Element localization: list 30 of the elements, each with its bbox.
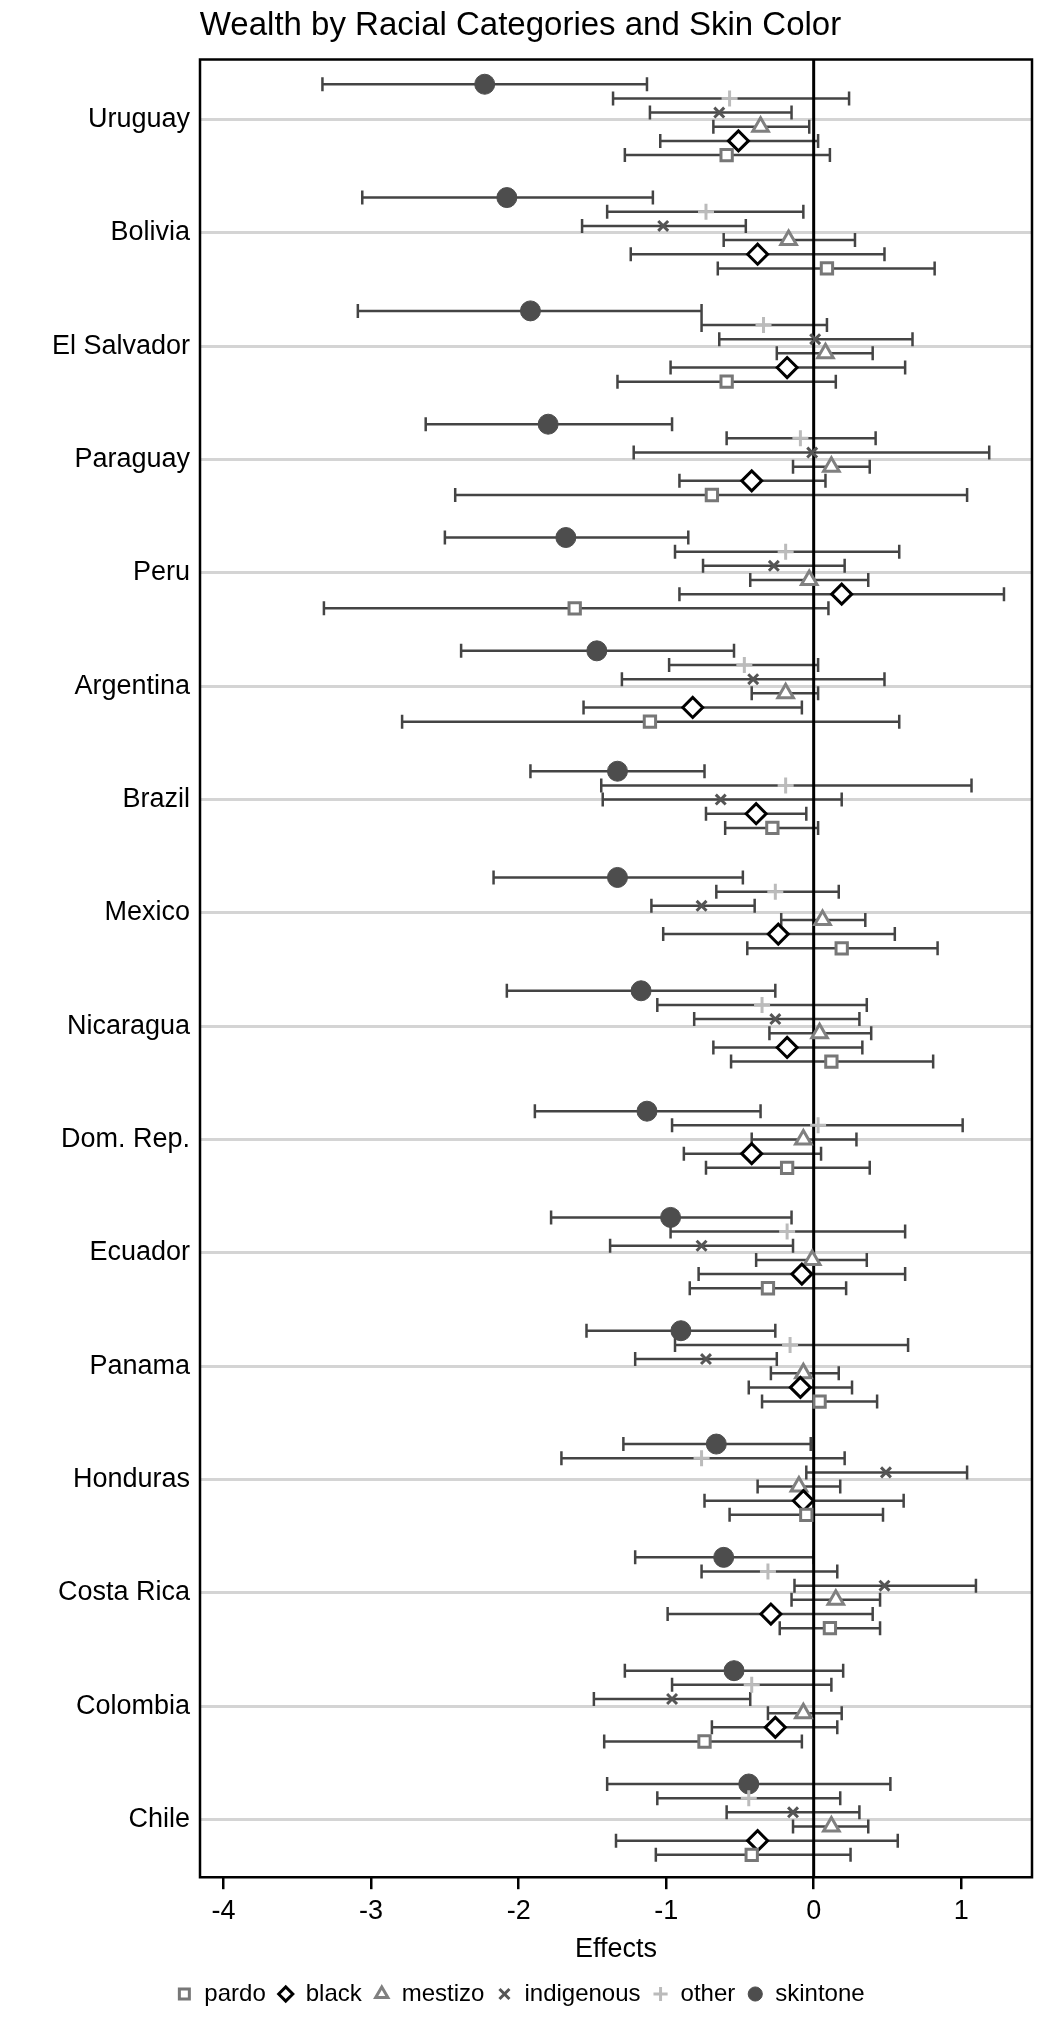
y-tick-label: Paraguay	[74, 443, 191, 474]
chart-title: Wealth by Racial Categories and Skin Color	[199, 4, 842, 42]
legend-label: black	[305, 1978, 363, 2006]
y-tick-label: Bolivia	[110, 216, 191, 247]
y-tick-label: Uruguay	[87, 103, 191, 134]
x-tick-label: -1	[654, 1894, 679, 1925]
y-tick-label: Costa Rica	[57, 1576, 191, 1607]
y-tick-label: Chile	[128, 1802, 190, 1833]
x-tick-label: 1	[953, 1894, 969, 1925]
legend-label: skintone	[775, 1978, 865, 2006]
x-axis-title: Effects	[574, 1933, 658, 1964]
y-tick-label: Nicaragua	[66, 1009, 191, 1040]
legend-label: indigenous	[524, 1978, 641, 2006]
y-tick-label: Mexico	[104, 896, 190, 927]
x-tick-label: 0	[806, 1894, 822, 1925]
x-tick-label: -2	[506, 1894, 531, 1925]
x-tick-label: -4	[211, 1894, 236, 1925]
legend-label: other	[680, 1978, 736, 2006]
y-tick-label: Panama	[89, 1349, 191, 1380]
legend-label: mestizo	[401, 1978, 485, 2006]
y-tick-label: Ecuador	[89, 1236, 190, 1267]
y-tick-label: Brazil	[122, 783, 190, 814]
y-tick-label: Argentina	[74, 669, 191, 700]
y-tick-label: Peru	[132, 556, 190, 587]
y-tick-label: Dom. Rep.	[60, 1122, 190, 1153]
y-tick-label: El Salvador	[51, 329, 190, 360]
x-tick-label: -3	[359, 1894, 384, 1925]
y-tick-label: Honduras	[72, 1462, 190, 1493]
legend-label: pardo	[204, 1978, 266, 2006]
y-tick-label: Colombia	[75, 1689, 191, 1720]
